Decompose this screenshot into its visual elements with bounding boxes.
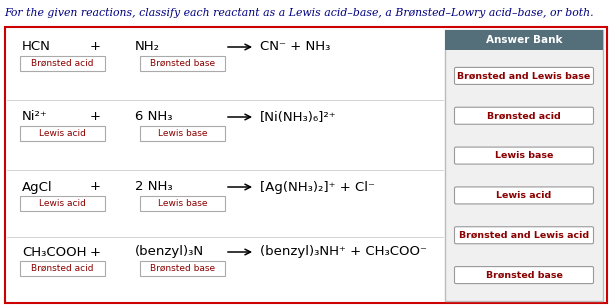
Text: Brønsted acid: Brønsted acid bbox=[487, 111, 561, 120]
Text: Brønsted base: Brønsted base bbox=[150, 263, 215, 273]
Bar bbox=[20, 261, 105, 275]
Text: [Ni(NH₃)₆]²⁺: [Ni(NH₃)₆]²⁺ bbox=[260, 111, 336, 123]
FancyBboxPatch shape bbox=[454, 227, 593, 244]
Text: Lewis acid: Lewis acid bbox=[39, 129, 86, 138]
Text: Answer Bank: Answer Bank bbox=[486, 35, 562, 45]
Bar bbox=[20, 56, 105, 71]
Text: CH₃COOH: CH₃COOH bbox=[22, 246, 87, 258]
Text: +: + bbox=[90, 246, 100, 258]
Text: Brønsted base: Brønsted base bbox=[486, 270, 563, 280]
FancyBboxPatch shape bbox=[454, 266, 593, 284]
Text: +: + bbox=[90, 41, 100, 53]
Text: Ni²⁺: Ni²⁺ bbox=[22, 111, 48, 123]
Bar bbox=[445, 30, 603, 50]
Bar bbox=[20, 196, 105, 211]
FancyBboxPatch shape bbox=[454, 107, 593, 124]
Text: Brønsted and Lewis acid: Brønsted and Lewis acid bbox=[459, 231, 589, 240]
FancyBboxPatch shape bbox=[454, 187, 593, 204]
Text: +: + bbox=[90, 111, 100, 123]
Text: Brønsted acid: Brønsted acid bbox=[31, 59, 93, 68]
Text: Lewis acid: Lewis acid bbox=[39, 199, 86, 208]
Bar bbox=[20, 126, 105, 141]
Text: Lewis base: Lewis base bbox=[158, 129, 207, 138]
Text: 6 NH₃: 6 NH₃ bbox=[135, 111, 172, 123]
Text: Lewis base: Lewis base bbox=[158, 199, 207, 208]
Bar bbox=[140, 126, 225, 141]
Text: NH₂: NH₂ bbox=[135, 41, 160, 53]
Bar bbox=[445, 30, 603, 301]
Text: Brønsted acid: Brønsted acid bbox=[31, 263, 93, 273]
Text: +: + bbox=[90, 181, 100, 193]
Bar bbox=[140, 56, 225, 71]
Text: (benzyl)₃NH⁺ + CH₃COO⁻: (benzyl)₃NH⁺ + CH₃COO⁻ bbox=[260, 246, 427, 258]
Text: HCN: HCN bbox=[22, 41, 51, 53]
Bar bbox=[140, 261, 225, 275]
Text: 2 NH₃: 2 NH₃ bbox=[135, 181, 173, 193]
Text: For the given reactions, classify each reactant as a Lewis acid–base, a Brønsted: For the given reactions, classify each r… bbox=[4, 8, 593, 18]
Text: [Ag(NH₃)₂]⁺ + Cl⁻: [Ag(NH₃)₂]⁺ + Cl⁻ bbox=[260, 181, 375, 193]
Text: (benzyl)₃N: (benzyl)₃N bbox=[135, 246, 204, 258]
Text: Brønsted and Lewis base: Brønsted and Lewis base bbox=[458, 72, 590, 80]
Text: Brønsted base: Brønsted base bbox=[150, 59, 215, 68]
FancyBboxPatch shape bbox=[454, 68, 593, 84]
Bar bbox=[140, 196, 225, 211]
Bar bbox=[5, 27, 607, 303]
Text: CN⁻ + NH₃: CN⁻ + NH₃ bbox=[260, 41, 330, 53]
FancyBboxPatch shape bbox=[454, 147, 593, 164]
Text: Lewis acid: Lewis acid bbox=[496, 191, 552, 200]
Text: Lewis base: Lewis base bbox=[495, 151, 553, 160]
Text: AgCl: AgCl bbox=[22, 181, 53, 193]
